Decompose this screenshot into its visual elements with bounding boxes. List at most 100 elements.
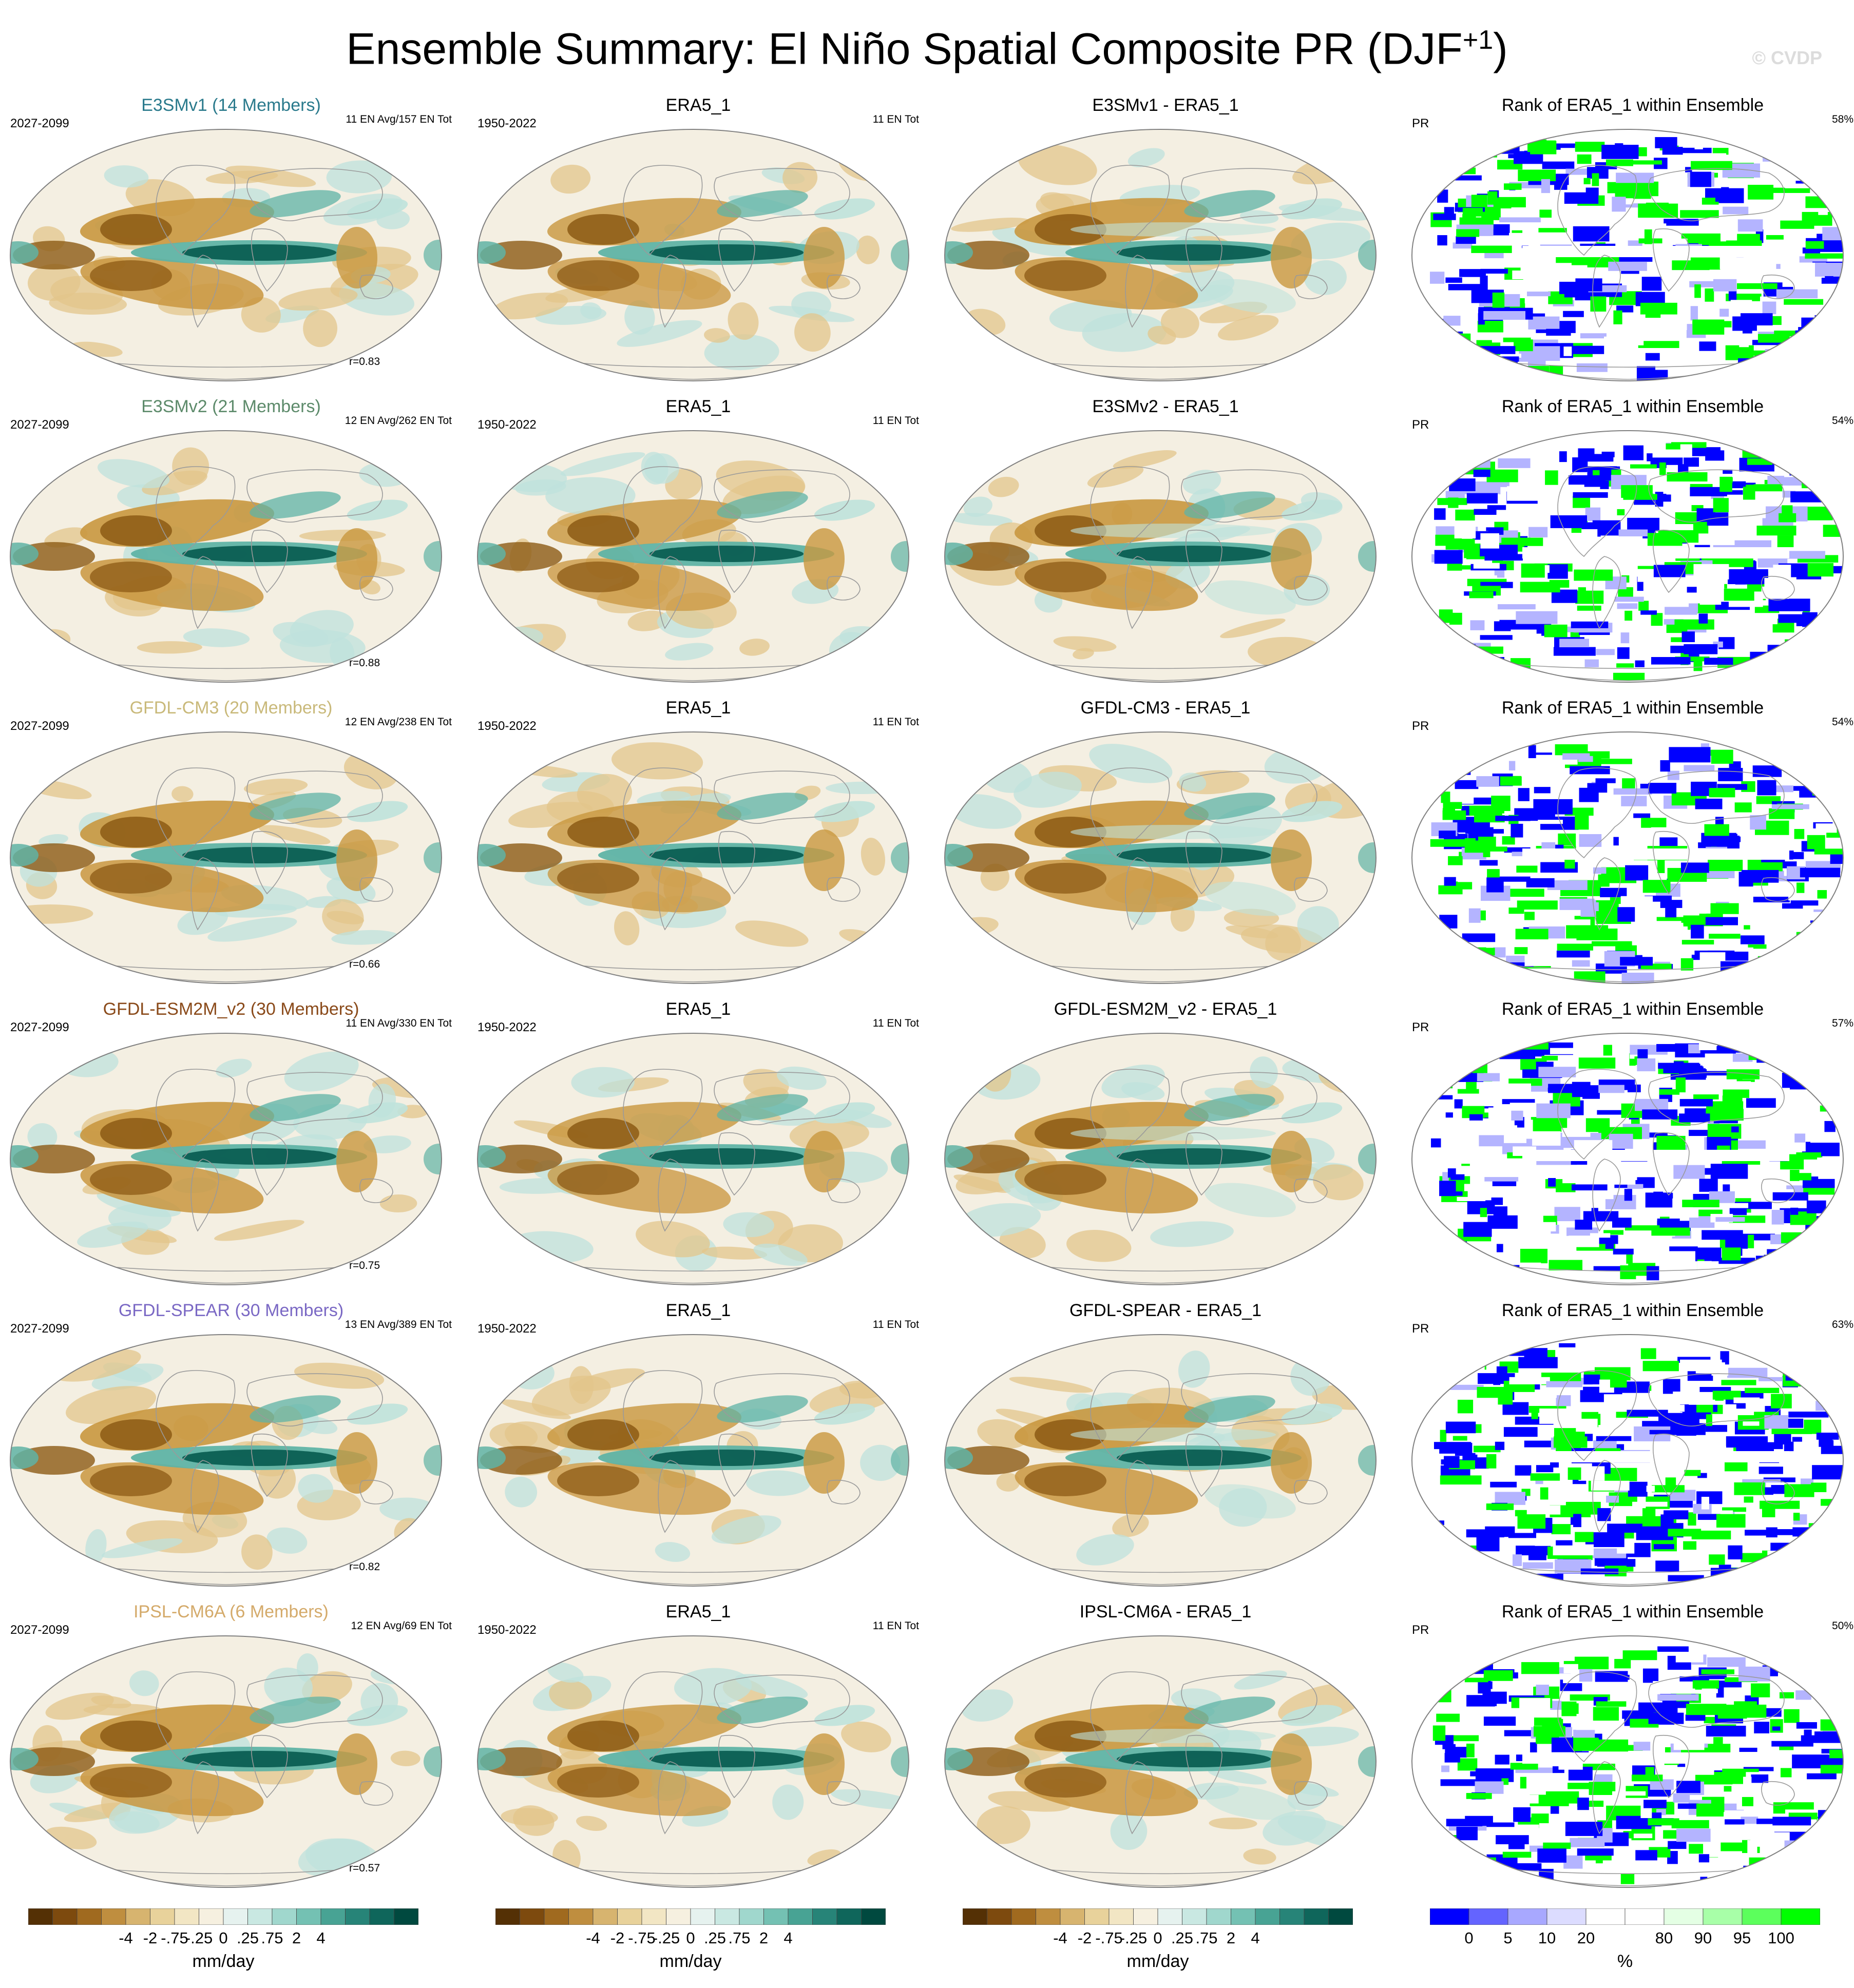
coastline-4: [359, 1781, 393, 1806]
map-outline: [944, 129, 1377, 381]
coastline-1: [1592, 1761, 1621, 1835]
coastline-3: [251, 1735, 288, 1799]
coastline-0: [1090, 1370, 1170, 1461]
precip-map: [944, 1334, 1377, 1587]
pattern-correlation: r=0.82: [349, 1561, 380, 1573]
coastline-3: [251, 228, 288, 292]
colorbar-swatch: [568, 1908, 594, 1925]
event-count-label: 12 EN Avg/262 EN Tot: [345, 415, 452, 427]
precip-map: [477, 731, 909, 984]
coastline-1: [190, 1761, 219, 1835]
panel-title: Rank of ERA5_1 within Ensemble: [1501, 1602, 1764, 1622]
panel-rank-1: Rank of ERA5_1 within Ensemble PR 58%: [1402, 95, 1854, 395]
colorbar-swatch: [1468, 1908, 1508, 1925]
panel-title: ERA5_1: [665, 999, 731, 1019]
colorbar-tick-label: 4: [316, 1929, 326, 1947]
coastline-2: [1648, 168, 1785, 221]
colorbar-unit: mm/day: [659, 1952, 722, 1971]
colorbar-tick-label: -2: [1077, 1929, 1092, 1947]
rank-map: [1411, 731, 1844, 984]
coastline-3: [1652, 1735, 1690, 1799]
coastline-1: [190, 556, 219, 629]
colorbar-unit: mm/day: [1126, 1952, 1189, 1971]
colorbar-swatch: [1182, 1908, 1207, 1925]
coastline-0: [1557, 1370, 1637, 1461]
colorbar-swatch: [690, 1908, 715, 1925]
coastline-0: [623, 1671, 703, 1763]
panel-diff-4: GFDL-ESM2M_v2 - ERA5_1: [934, 999, 1397, 1299]
panel-diff-6: IPSL-CM6A - ERA5_1: [934, 1601, 1397, 1902]
colorbar-swatch: [296, 1908, 321, 1925]
colorbar-swatch: [739, 1908, 764, 1925]
precip-map: [477, 430, 909, 683]
coastline-3: [1652, 228, 1690, 292]
colorbar-tick-label: -4: [119, 1929, 133, 1947]
event-count-label: 11 EN Tot: [872, 415, 919, 427]
colorbar-swatch: [1133, 1908, 1158, 1925]
event-count-label: 11 EN Tot: [872, 113, 919, 125]
panel-model-3: GFDL-CM3 (20 Members) 2027-2099 12 EN Avg/…: [0, 698, 462, 998]
colorbar-tick-label: .75: [1195, 1929, 1218, 1947]
rank-map: [1411, 1033, 1844, 1285]
colorbar-swatch: [77, 1908, 102, 1925]
colorbar-swatch: [28, 1908, 53, 1925]
colorbar-tick-label: -.75: [628, 1929, 656, 1947]
variable-label: PR: [1412, 1020, 1429, 1034]
map-outline: [944, 430, 1377, 683]
period-label: 2027-2099: [10, 1623, 69, 1637]
coastline-4: [1761, 877, 1795, 902]
panel-title: E3SMv1 - ERA5_1: [1092, 95, 1239, 115]
colorbar-tick-label: 0: [686, 1929, 695, 1947]
coastline-4: [1761, 575, 1795, 601]
coastline-1: [1125, 1159, 1154, 1232]
colorbar-tick-label: 4: [1251, 1929, 1260, 1947]
panel-title: Rank of ERA5_1 within Ensemble: [1501, 999, 1764, 1019]
colorbar-tick-label: 0: [1464, 1929, 1474, 1947]
colorbar-swatch: [520, 1908, 545, 1925]
colorbar-swatch: [1742, 1908, 1782, 1925]
colorbar-tick-label: 80: [1655, 1929, 1673, 1947]
precip-map: [477, 129, 909, 381]
coastline-4: [1294, 1479, 1328, 1504]
variable-label: PR: [1412, 1322, 1429, 1336]
coastline-4: [1294, 1178, 1328, 1203]
coastline-3: [1652, 1132, 1690, 1196]
colorbar-tick-label: -.75: [161, 1929, 188, 1947]
coastline-4: [827, 1781, 861, 1806]
map-outline: [10, 1635, 442, 1888]
map-outline: [1411, 1334, 1844, 1587]
coastline-4: [1761, 1479, 1795, 1504]
colorbar-tick-label: -.25: [652, 1929, 680, 1947]
coastline-4: [1761, 1781, 1795, 1806]
coastline-4: [1761, 274, 1795, 299]
panel-rank-6: Rank of ERA5_1 within Ensemble PR 50%: [1402, 1601, 1854, 1902]
rank-percent: 58%: [1831, 113, 1853, 125]
coastline-1: [190, 255, 219, 328]
colorbar-tick-label: 2: [292, 1929, 301, 1947]
colorbar-swatch: [223, 1908, 248, 1925]
map-outline: [477, 1033, 909, 1285]
precip-map: [10, 731, 442, 984]
coastline-0: [1090, 1069, 1170, 1160]
colorbar-swatch: [1507, 1908, 1547, 1925]
colorbar-swatch: [101, 1908, 126, 1925]
coastline-2: [714, 469, 850, 523]
colorbar-swatch: [52, 1908, 78, 1925]
pattern-correlation: r=0.83: [349, 356, 380, 368]
coastline-1: [1592, 1159, 1621, 1232]
panel-obs-3: ERA5_1 1950-2022 11 EN Tot: [467, 698, 929, 998]
event-count-label: 11 EN Tot: [872, 716, 919, 728]
precip-map: [477, 1635, 909, 1888]
colorbar-swatch: [174, 1908, 199, 1925]
colorbar-swatch: [1664, 1908, 1704, 1925]
colorbar-tick-label: 2: [759, 1929, 769, 1947]
colorbar-swatch: [1011, 1908, 1036, 1925]
colorbar-swatch: [836, 1908, 862, 1925]
colorbar-swatch: [1060, 1908, 1085, 1925]
colorbar-swatch: [861, 1908, 886, 1925]
period-label: 2027-2099: [10, 719, 69, 733]
period-label: 2027-2099: [10, 1322, 69, 1336]
coastline-2: [1648, 1674, 1785, 1728]
colorbar-tick-label: 2: [1226, 1929, 1236, 1947]
colorbar-swatch: [641, 1908, 666, 1925]
